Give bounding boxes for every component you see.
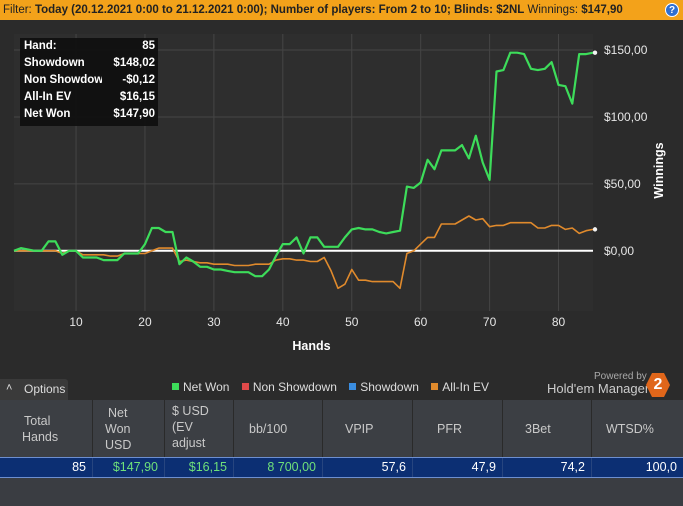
stats-value: -$0,12 bbox=[122, 74, 155, 86]
chevron-up-icon: ˄ bbox=[6, 382, 13, 394]
header-line: VPIP bbox=[345, 422, 374, 436]
header-line: (EV bbox=[172, 420, 193, 434]
series-line-net-won bbox=[13, 51, 594, 278]
filter-text: Today (20.12.2021 0:00 to 21.12.2021 0:0… bbox=[34, 4, 525, 16]
x-axis-label: Hands bbox=[292, 339, 330, 353]
cell-3bet: 74,2 bbox=[503, 458, 592, 477]
column-header-total-hands[interactable]: Total Hands bbox=[0, 400, 93, 457]
winnings-value: $147,90 bbox=[581, 4, 623, 16]
y-tick-label: $0,00 bbox=[604, 244, 634, 258]
winnings-label: Winnings: bbox=[527, 4, 579, 16]
cell-bb100: 8 700,00 bbox=[234, 458, 323, 477]
column-header-pfr[interactable]: PFR bbox=[413, 400, 503, 457]
stats-row-hand: Hand: 85 bbox=[20, 38, 158, 55]
legend-swatch bbox=[431, 383, 439, 390]
header-line: Won bbox=[105, 422, 131, 436]
brand-name: Hold'em Manager bbox=[547, 381, 650, 396]
stats-row-all-in-ev: All-In EV $16,15 bbox=[20, 89, 158, 106]
series-line-all-in-ev bbox=[14, 215, 594, 290]
x-tick-label: 70 bbox=[483, 315, 497, 329]
x-tick-label: 40 bbox=[276, 315, 290, 329]
legend-swatch bbox=[349, 383, 357, 390]
stats-value: $148,02 bbox=[113, 57, 155, 69]
help-icon[interactable]: ? bbox=[665, 3, 679, 17]
options-button[interactable]: ˄ Options bbox=[0, 379, 68, 400]
series-end-marker bbox=[592, 227, 598, 232]
legend-label: All-In EV bbox=[442, 380, 489, 394]
header-line: 3Bet bbox=[525, 422, 551, 436]
header-line: Hands bbox=[22, 430, 59, 444]
options-label: Options bbox=[24, 382, 66, 396]
cell-net-won-usd: $147,90 bbox=[93, 458, 165, 477]
stats-table: Total Hands Net Won USD $ USD (EV adjust… bbox=[0, 400, 683, 506]
chart-legend: Net Won Non Showdown Showdown All-In EV bbox=[172, 380, 498, 396]
legend-item-net-won[interactable]: Net Won bbox=[172, 380, 229, 394]
legend-item-non-showdown[interactable]: Non Showdown bbox=[241, 380, 337, 394]
y-tick-label: $150,00 bbox=[604, 43, 648, 57]
column-header-ev-adjusted[interactable]: $ USD (EV adjust bbox=[165, 400, 234, 457]
legend-label: Net Won bbox=[183, 380, 230, 394]
x-tick-label: 60 bbox=[414, 315, 428, 329]
legend-label: Showdown bbox=[360, 380, 419, 394]
cell-ev-adjusted: $16,15 bbox=[165, 458, 234, 477]
cell-pfr: 47,9 bbox=[413, 458, 503, 477]
column-header-net-won-usd[interactable]: Net Won USD bbox=[93, 400, 165, 457]
stats-box: Hand: 85 Showdown $148,02 Non Showdown -… bbox=[20, 38, 158, 126]
header-line: PFR bbox=[437, 422, 462, 436]
series-end-marker bbox=[592, 50, 598, 55]
stats-label: Showdown bbox=[24, 57, 85, 69]
powered-by-text: Powered by bbox=[594, 371, 647, 382]
legend-label: Non Showdown bbox=[252, 380, 337, 394]
cell-wtsd: 100,0 bbox=[645, 460, 677, 474]
stats-row-non-showdown: Non Showdown -$0,12 bbox=[20, 72, 158, 89]
stats-row-net-won: Net Won $147,90 bbox=[20, 106, 158, 123]
stats-value: $16,15 bbox=[119, 91, 155, 103]
x-tick-label: 20 bbox=[138, 315, 152, 329]
header-line: $ USD bbox=[172, 404, 209, 418]
hem-logo-icon: 2 bbox=[646, 373, 670, 397]
x-tick-label: 10 bbox=[69, 315, 83, 329]
legend-item-showdown[interactable]: Showdown bbox=[349, 380, 419, 394]
y-tick-label: $50,00 bbox=[604, 177, 641, 191]
header-line: adjust bbox=[172, 436, 206, 450]
column-header-bb100[interactable]: bb/100 bbox=[234, 400, 323, 457]
x-tick-label: 50 bbox=[345, 315, 359, 329]
cell-total-hands: 85 bbox=[0, 458, 93, 477]
column-header-3bet[interactable]: 3Bet bbox=[503, 400, 592, 457]
header-line: USD bbox=[105, 438, 132, 452]
y-axis-label: Winnings bbox=[652, 142, 666, 198]
stats-row-showdown: Showdown $148,02 bbox=[20, 55, 158, 72]
filter-bar[interactable]: Filter: Today (20.12.2021 0:00 to 21.12.… bbox=[0, 0, 683, 20]
stats-label: Hand: bbox=[24, 40, 57, 52]
table-header: Total Hands Net Won USD $ USD (EV adjust… bbox=[0, 400, 683, 457]
legend-swatch bbox=[241, 383, 249, 390]
column-header-wtsd[interactable]: WTSD% bbox=[592, 400, 683, 457]
column-header-vpip[interactable]: VPIP bbox=[323, 400, 413, 457]
filter-prefix: Filter: bbox=[3, 4, 32, 16]
header-line: bb/100 bbox=[249, 422, 288, 436]
x-tick-label: 30 bbox=[207, 315, 221, 329]
stats-label: All-In EV bbox=[24, 91, 72, 103]
stats-label: Net Won bbox=[24, 108, 71, 120]
legend-item-all-in-ev[interactable]: All-In EV bbox=[431, 380, 489, 394]
table-row[interactable]: 85 $147,90 $16,15 8 700,00 57,6 47,9 74,… bbox=[0, 457, 683, 478]
header-line: Total bbox=[24, 414, 51, 428]
table-empty-area bbox=[0, 478, 683, 506]
stats-value: 85 bbox=[142, 40, 155, 52]
stats-value: $147,90 bbox=[113, 108, 155, 120]
filter-summary: Filter: Today (20.12.2021 0:00 to 21.12.… bbox=[3, 0, 623, 20]
header-line: WTSD% bbox=[606, 422, 654, 436]
cell-vpip: 57,6 bbox=[323, 458, 413, 477]
legend-swatch bbox=[172, 383, 179, 390]
y-tick-label: $100,00 bbox=[604, 110, 648, 124]
stats-label: Non Showdown bbox=[24, 74, 102, 86]
x-tick-label: 80 bbox=[552, 315, 566, 329]
header-line: Net bbox=[108, 406, 128, 420]
